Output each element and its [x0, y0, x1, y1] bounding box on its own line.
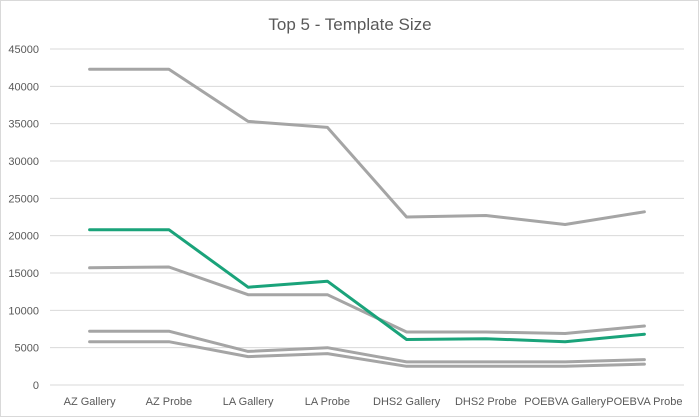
y-tick-label: 30000 — [8, 156, 39, 168]
y-tick-label: 20000 — [8, 231, 39, 243]
x-tick-label: LA Gallery — [223, 396, 274, 408]
y-tick-label: 40000 — [8, 81, 39, 93]
y-tick-label: 45000 — [8, 44, 39, 56]
x-tick-label: LA Probe — [305, 396, 350, 408]
y-tick-label: 15000 — [8, 268, 39, 280]
x-tick-label: DHS2 Gallery — [373, 396, 441, 408]
gridlines — [50, 48, 684, 386]
series-line-5 — [88, 228, 646, 344]
x-tick-label: AZ Probe — [146, 396, 192, 408]
series-line-1 — [88, 67, 646, 226]
series-line-2 — [88, 265, 646, 335]
x-tick-label: POEBVA Gallery — [524, 396, 606, 408]
series-lines — [88, 67, 646, 368]
x-tick-label: DHS2 Probe — [455, 396, 517, 408]
x-tick-label: POEBVA Probe — [606, 396, 682, 408]
y-tick-label: 35000 — [8, 119, 39, 131]
y-tick-label: 10000 — [8, 305, 39, 317]
y-axis-ticks: 0 5000 10000 15000 20000 25000 30000 35000 40000… — [8, 44, 39, 392]
chart-title: Top 5 - Template Size — [268, 15, 431, 34]
series-line-4 — [88, 340, 646, 368]
x-tick-label: AZ Gallery — [64, 396, 116, 408]
y-tick-label: 5000 — [15, 343, 39, 355]
x-axis-ticks: AZ Gallery AZ Probe LA Gallery LA Probe DHS2… — [64, 396, 683, 408]
series-line-3 — [88, 329, 646, 364]
y-tick-label: 25000 — [8, 193, 39, 205]
y-tick-label: 0 — [33, 380, 39, 392]
